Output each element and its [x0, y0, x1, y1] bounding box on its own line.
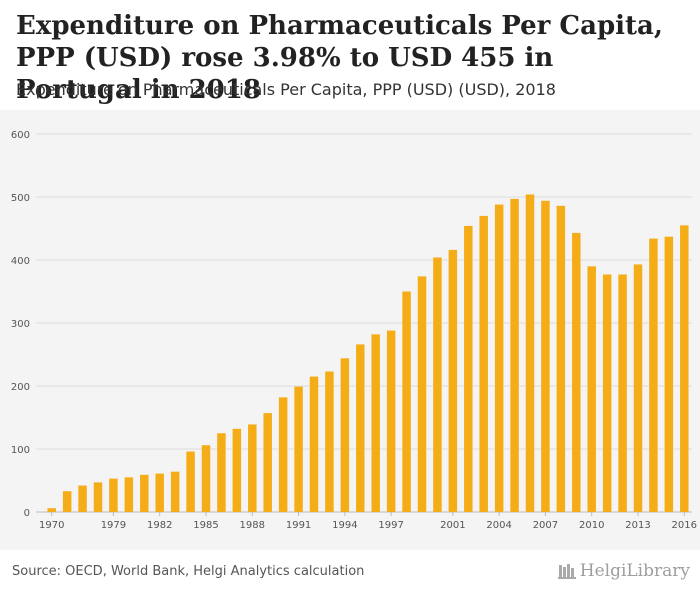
bar [47, 508, 56, 512]
bar [170, 471, 180, 512]
bar [464, 225, 473, 512]
x-tick-label: 2010 [579, 520, 604, 531]
bar [124, 477, 134, 512]
bar [618, 274, 627, 512]
bar [386, 330, 396, 512]
bar [371, 334, 380, 512]
y-tick-label: 0 [24, 508, 30, 519]
bar [525, 194, 535, 512]
bar [325, 371, 334, 512]
bar [541, 200, 550, 512]
bar [680, 225, 689, 512]
bar [417, 276, 427, 512]
helgi-library-logo: HelgiLibrary [557, 561, 690, 581]
source-note: Source: OECD, World Bank, Helgi Analytic… [12, 564, 365, 579]
chart-title: Expenditure on Pharmaceuticals Per Capit… [16, 11, 663, 105]
chart-subtitle: Expenditure on Pharmaceuticals Per Capit… [16, 80, 556, 99]
bar [186, 451, 195, 512]
bar [602, 274, 612, 512]
bar [62, 491, 72, 512]
bar [587, 266, 596, 512]
x-tick-label: 1997 [378, 520, 403, 531]
bar [556, 205, 566, 512]
bar [217, 433, 226, 512]
bar [510, 198, 519, 512]
y-tick-label: 200 [11, 382, 30, 393]
plot-background [0, 110, 700, 550]
x-tick-label: 2007 [533, 520, 558, 531]
bar [278, 397, 288, 512]
y-tick-label: 600 [11, 130, 30, 141]
y-tick-label: 400 [11, 256, 30, 267]
bar [340, 358, 350, 512]
x-tick-label: 1988 [240, 520, 265, 531]
x-tick-label: 1994 [332, 520, 357, 531]
bar [633, 264, 643, 512]
bar [402, 291, 411, 512]
bar [494, 204, 504, 512]
bar [294, 386, 303, 512]
bar [232, 428, 242, 512]
bar [664, 236, 674, 512]
bar [649, 238, 658, 512]
x-tick-label: 1991 [286, 520, 311, 531]
x-tick-label: 2016 [672, 520, 697, 531]
bar [201, 445, 211, 512]
y-tick-label: 500 [11, 193, 30, 204]
bar [309, 376, 319, 512]
y-tick-label: 100 [11, 445, 30, 456]
x-tick-label: 1970 [39, 520, 64, 531]
x-tick-label: 2004 [486, 520, 511, 531]
y-tick-label: 300 [11, 319, 30, 330]
bar [356, 344, 365, 512]
bar-chart: 0 100 200 300 400 500 600 1970 1979 1982 1985 1988 1… [11, 130, 697, 531]
bar [572, 232, 581, 512]
bar [155, 473, 164, 512]
x-tick-label: 1982 [147, 520, 172, 531]
bar [93, 482, 103, 512]
logo-text: HelgiLibrary [579, 561, 690, 581]
bar [78, 485, 87, 512]
x-tick-label: 1985 [193, 520, 218, 531]
library-icon [557, 564, 576, 579]
x-tick-label: 1979 [101, 520, 126, 531]
x-tick-label: 2013 [625, 520, 650, 531]
bar [248, 424, 257, 512]
bar [448, 249, 458, 513]
bar [479, 215, 488, 512]
bar [263, 413, 272, 512]
x-tick-label: 2001 [440, 520, 465, 531]
bar [109, 478, 118, 512]
bar [140, 474, 149, 512]
bar [433, 257, 442, 512]
